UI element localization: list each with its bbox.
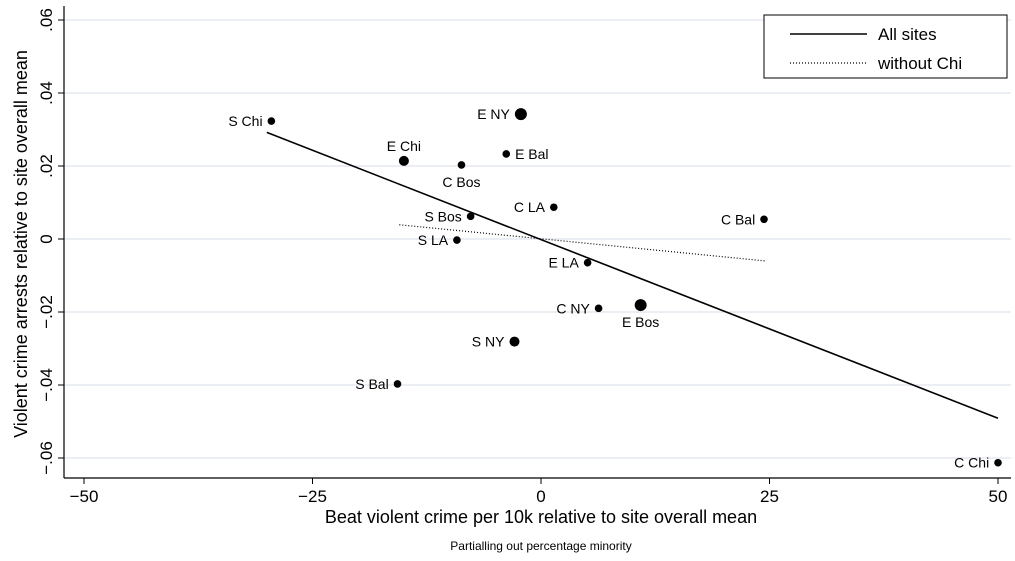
point-label-s-chi: S Chi — [228, 113, 262, 129]
point-label-s-la: S LA — [418, 232, 449, 248]
point-label-s-bos: S Bos — [424, 208, 461, 224]
x-tick-label: 25 — [760, 487, 779, 506]
point-label-e-chi: E Chi — [387, 138, 421, 154]
y-tick-label: .06 — [37, 8, 56, 32]
point-s-la — [453, 236, 461, 244]
point-e-ny — [514, 108, 527, 121]
y-tick-label: −.04 — [37, 368, 56, 402]
point-c-la — [549, 203, 558, 212]
point-s-ny — [509, 336, 520, 347]
point-e-la — [583, 258, 592, 267]
point-label-c-bal: C Bal — [721, 211, 755, 227]
legend-label-all-sites: All sites — [878, 25, 937, 44]
point-label-e-bal: E Bal — [515, 146, 548, 162]
point-e-bal — [502, 150, 511, 158]
point-e-chi — [398, 155, 409, 166]
x-tick-label: 50 — [989, 487, 1008, 506]
y-axis-label: Violent crime arrests relative to site o… — [11, 50, 31, 438]
axes: −.06 −.04 −.02 0 .02 .04 .06 −50 −25 0 25 50 — [37, 6, 1011, 506]
point-label-s-bal: S Bal — [355, 376, 388, 392]
legend: All sites without Chi — [763, 14, 1008, 79]
legend-box — [763, 14, 1008, 79]
data-points: S Chi E NY E Chi E Bal C Bos C LA C Bal S Bos S … — [228, 106, 1002, 471]
point-label-c-la: C LA — [514, 199, 546, 215]
point-label-s-ny: S NY — [472, 334, 505, 350]
x-tick-label: −50 — [70, 487, 99, 506]
x-tick-label: 0 — [536, 487, 545, 506]
point-label-e-bos: E Bos — [622, 314, 659, 330]
point-label-c-ny: C NY — [556, 300, 590, 316]
point-c-ny — [594, 304, 603, 313]
y-tick-label: −.02 — [37, 295, 56, 329]
y-tick-label: −.06 — [37, 441, 56, 475]
fit-line-without-chi — [399, 224, 765, 262]
point-label-c-bos: C Bos — [442, 174, 480, 190]
point-s-bal — [393, 380, 402, 388]
fit-line-all-sites — [266, 131, 999, 419]
fit-lines — [266, 131, 999, 419]
y-tick-label: .04 — [37, 81, 56, 105]
chart-note: Partialling out percentage minority — [450, 539, 631, 553]
x-tick-label: −25 — [298, 487, 327, 506]
legend-label-without-chi: without Chi — [877, 54, 962, 73]
point-c-chi — [994, 458, 1002, 467]
point-s-chi — [267, 117, 276, 125]
y-tick-label: 0 — [37, 234, 56, 243]
y-tick-label: .02 — [37, 154, 56, 178]
point-label-e-ny: E NY — [477, 106, 510, 122]
point-c-bal — [760, 215, 768, 224]
point-label-e-la: E LA — [548, 255, 579, 271]
point-label-c-chi: C Chi — [954, 455, 989, 471]
gridlines — [64, 19, 1011, 459]
x-axis-label: Beat violent crime per 10k relative to s… — [325, 507, 757, 527]
point-s-bos — [466, 212, 475, 221]
point-c-bos — [457, 161, 466, 169]
point-e-bos — [634, 299, 647, 312]
